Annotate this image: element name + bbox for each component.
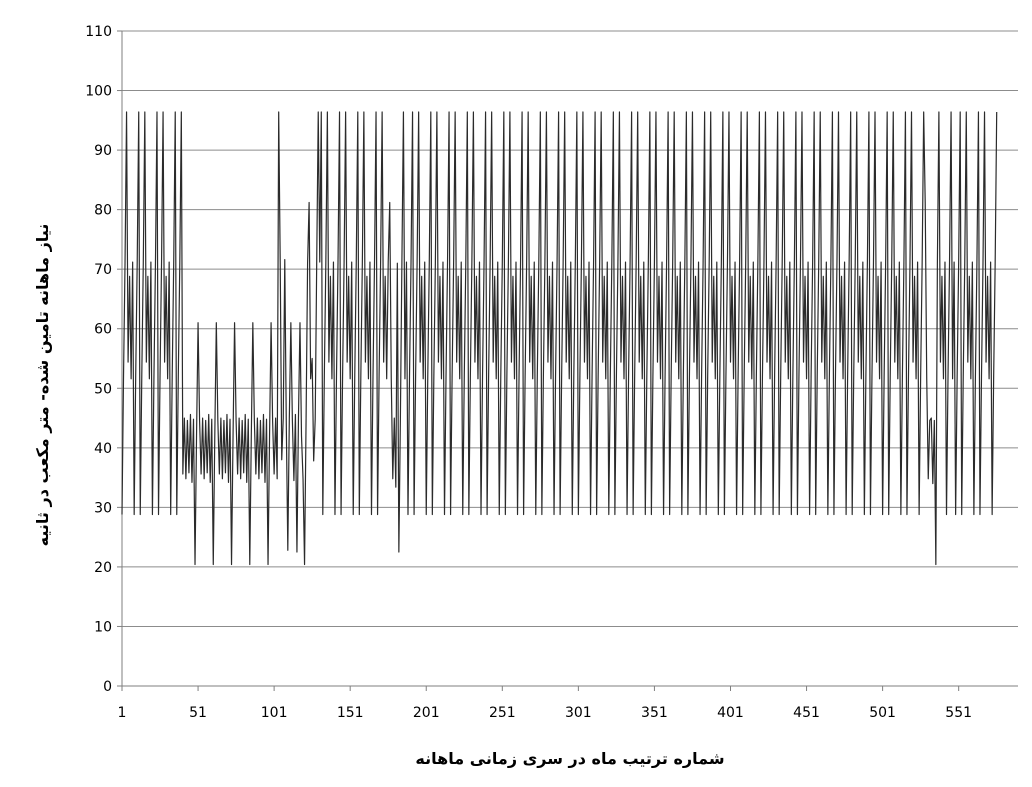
x-tick-label: 201 — [413, 705, 440, 721]
series-line — [121, 111, 998, 566]
y-tick-label: 60 — [94, 322, 112, 338]
y-tick-label: 40 — [94, 441, 112, 457]
y-tick-label: 10 — [94, 619, 112, 635]
y-tick-label: 110 — [85, 24, 112, 40]
y-tick-label: 30 — [94, 500, 112, 516]
x-tick-label: 101 — [261, 705, 288, 721]
x-tick-label: 1 — [118, 705, 127, 721]
y-axis-title: نیاز ماهانه تامین شده- متر مکعب در ثانیه — [33, 224, 52, 547]
y-tick-label: 80 — [94, 203, 112, 219]
x-axis-ticks: 1 51 101 151 201 251 301 351 401 451 501 551 — [118, 686, 972, 721]
y-tick-label: 70 — [94, 262, 112, 278]
x-tick-label: 251 — [489, 705, 516, 721]
x-tick-label: 151 — [337, 705, 364, 721]
y-tick-label: 100 — [85, 84, 112, 100]
series-layer — [121, 111, 998, 566]
x-tick-label: 551 — [945, 705, 972, 721]
x-tick-label: 451 — [793, 705, 820, 721]
y-axis-ticks: 0 10 20 30 40 50 60 70 80 90 100 110 — [85, 24, 122, 695]
x-tick-label: 501 — [869, 705, 896, 721]
x-tick-label: 301 — [565, 705, 592, 721]
y-tick-label: 50 — [94, 381, 112, 397]
x-tick-label: 401 — [717, 705, 744, 721]
y-tick-label: 90 — [94, 143, 112, 159]
x-tick-label: 51 — [189, 705, 207, 721]
x-axis-title: شماره ترتيب ماه در سری زمانی ماهانه — [415, 749, 724, 768]
plot-frame — [121, 31, 1018, 687]
x-tick-label: 351 — [641, 705, 668, 721]
y-tick-label: 20 — [94, 560, 112, 576]
y-tick-label: 0 — [103, 679, 112, 695]
